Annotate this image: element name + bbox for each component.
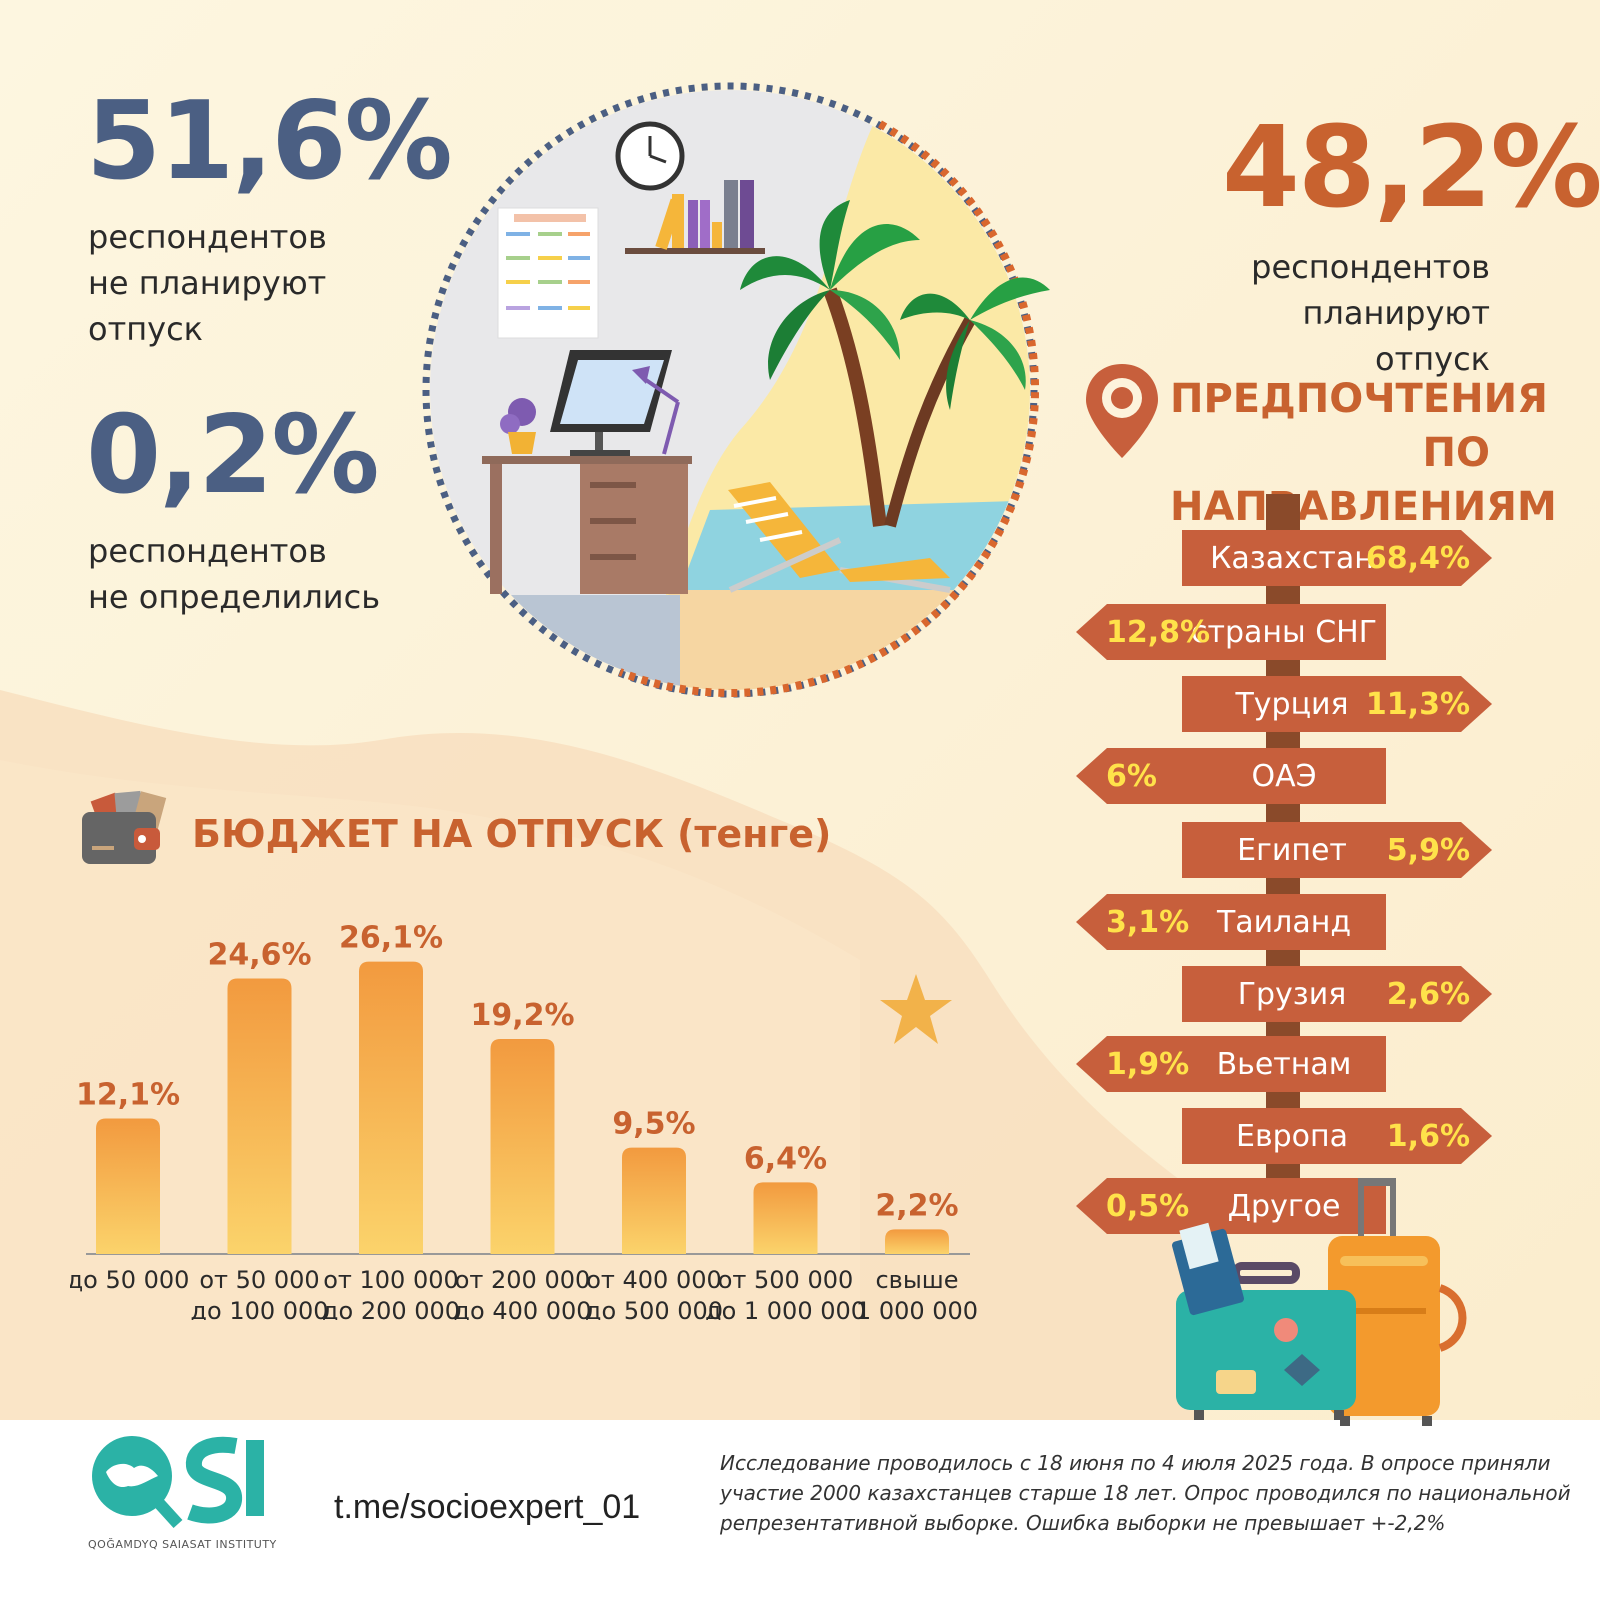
- destination-percent: 68,4%: [1365, 540, 1470, 576]
- budget-bar-value-label: 12,1%: [76, 1077, 180, 1112]
- destinations-title-line: ПО НАПРАВЛЕНИЯМ: [1170, 430, 1557, 530]
- passport-icon: [1172, 1222, 1244, 1316]
- destination-sign: Вьетнам 1,9%: [1076, 1036, 1386, 1092]
- beach-chair-icon: [728, 482, 951, 593]
- schedule-board-icon: [497, 207, 599, 339]
- starfish-icon: [880, 974, 952, 1044]
- budget-category-label: до 400 000: [453, 1297, 591, 1320]
- budget-bar-value-label: 6,4%: [744, 1141, 827, 1176]
- budget-category-label: от 500 000: [718, 1266, 854, 1294]
- palm-tree-icon: [740, 200, 1050, 528]
- destination-percent: 12,8%: [1106, 614, 1211, 650]
- stat-planning-value: 48,2%: [1222, 103, 1600, 233]
- destination-name: Вьетнам: [1216, 1046, 1352, 1082]
- destination-name: ОАЭ: [1251, 758, 1317, 794]
- destination-sign: Другое 0,5%: [1076, 1178, 1386, 1234]
- destination-percent: 5,9%: [1386, 832, 1470, 868]
- destination-sign: ОАЭ 6%: [1076, 748, 1386, 804]
- stat-planning-text: респондентов планируют отпуск: [1190, 244, 1490, 382]
- destination-name: страны СНГ: [1190, 614, 1378, 650]
- destination-percent: 0,5%: [1106, 1188, 1190, 1224]
- budget-bar: [96, 1118, 160, 1254]
- destination-sign: Грузия 2,6%: [1182, 966, 1492, 1022]
- destination-sign: Казахстан 68,4%: [1182, 530, 1492, 586]
- plant-icon: [500, 398, 536, 454]
- destination-sign: страны СНГ 12,8%: [1076, 604, 1386, 660]
- destination-percent: 2,6%: [1386, 976, 1470, 1012]
- office-beach-illustration: [422, 82, 1050, 698]
- budget-category-label: от 400 000: [586, 1266, 722, 1294]
- destination-sign: Европа 1,6%: [1182, 1108, 1492, 1164]
- stat-undecided-text: респондентов не определились: [88, 528, 380, 620]
- destination-sign: Египет 5,9%: [1182, 822, 1492, 878]
- survey-note-line: Исследование проводилось с 18 июня по 4 …: [720, 1451, 1551, 1475]
- budget-bar: [622, 1147, 686, 1254]
- budget-bar-value-label: 2,2%: [875, 1188, 958, 1223]
- budget-bar: [359, 961, 423, 1254]
- location-pin-icon: [1086, 364, 1158, 458]
- destinations-title: ПРЕДПОЧТЕНИЯ ПО НАПРАВЛЕНИЯМ: [1170, 372, 1557, 534]
- destination-percent: 6%: [1106, 758, 1157, 794]
- destination-name: Грузия: [1237, 976, 1347, 1012]
- budget-category-label: свыше: [875, 1266, 958, 1294]
- budget-category-label: до 100 000: [190, 1297, 328, 1320]
- budget-category-label: от 50 000: [199, 1266, 319, 1294]
- stat-not-planning-text: респондентов не планируют отпуск: [88, 214, 327, 352]
- destination-name: Египет: [1237, 832, 1347, 868]
- budget-category-label: от 100 000: [323, 1266, 459, 1294]
- stat-not-planning-line: отпуск: [88, 310, 203, 348]
- budget-bar: [885, 1229, 949, 1254]
- destination-sign: Таиланд 3,1%: [1076, 894, 1386, 950]
- budget-category-label: 1 000 000: [856, 1297, 978, 1320]
- budget-bar: [227, 978, 292, 1254]
- suitcases-icon: [1172, 1178, 1467, 1426]
- budget-bar: [490, 1038, 555, 1254]
- budget-category-label: от 200 000: [455, 1266, 591, 1294]
- stat-not-planning-line: не планируют: [88, 264, 327, 302]
- stat-not-planning-value: 51,6%: [86, 79, 453, 204]
- survey-note-line: участие 2000 казахстанцев старше 18 лет.…: [720, 1481, 1571, 1505]
- desk-lamp-icon: [632, 366, 680, 455]
- budget-bar-value-label: 26,1%: [339, 921, 443, 956]
- stat-planning-line: респондентов: [1251, 248, 1490, 286]
- stat-undecided-line: не определились: [88, 578, 381, 616]
- clock-icon: [615, 121, 685, 191]
- destination-percent: 3,1%: [1106, 904, 1190, 940]
- stat-undecided-line: респондентов: [88, 532, 327, 570]
- desk-icon: [482, 456, 692, 594]
- bookshelf-icon: [625, 180, 765, 254]
- destination-name: Турция: [1235, 686, 1349, 722]
- budget-bar-chart: 12,1% до 50 000 24,6% от 50 000 до 100 000 26…: [70, 921, 978, 1320]
- destination-sign: Турция 11,3%: [1182, 676, 1492, 732]
- destination-name: Европа: [1235, 1118, 1349, 1154]
- budget-category-label: до 1 000 000: [705, 1297, 866, 1320]
- survey-note-line: репрезентативной выборке. Ошибка выборки…: [720, 1511, 1446, 1535]
- budget-bar-value-label: 9,5%: [612, 1107, 695, 1142]
- wallet-icon: [82, 790, 167, 864]
- destinations-title-line: ПРЕДПОЧТЕНИЯ: [1170, 376, 1548, 422]
- budget-category-label: до 200 000: [322, 1297, 460, 1320]
- budget-bar-value-label: 24,6%: [207, 937, 311, 972]
- logo-subtitle: QOĞAMDYQ SAIASAT INSTITUTY: [88, 1538, 277, 1551]
- destination-percent: 1,9%: [1106, 1046, 1190, 1082]
- budget-category-label: до 50 000: [70, 1266, 189, 1294]
- destination-percent: 11,3%: [1365, 686, 1470, 722]
- destination-percent: 1,6%: [1386, 1118, 1470, 1154]
- budget-bar-value-label: 19,2%: [470, 998, 574, 1033]
- stat-undecided-value: 0,2%: [86, 393, 380, 518]
- telegram-link[interactable]: t.me/socioexpert_01: [334, 1488, 641, 1526]
- stat-planning-line: планируют отпуск: [1302, 294, 1490, 378]
- qsi-logo: [92, 1436, 264, 1529]
- budget-chart-title: БЮДЖЕТ НА ОТПУСК (тенге): [192, 812, 832, 856]
- destination-name: Казахстан: [1210, 540, 1374, 576]
- budget-category-label: до 500 000: [585, 1297, 723, 1320]
- survey-note: Исследование проводилось с 18 июня по 4 …: [720, 1448, 1571, 1538]
- budget-bar: [753, 1182, 818, 1254]
- destination-name: Таиланд: [1216, 904, 1352, 940]
- destination-name: Другое: [1227, 1188, 1341, 1224]
- stat-not-planning-line: респондентов: [88, 218, 327, 256]
